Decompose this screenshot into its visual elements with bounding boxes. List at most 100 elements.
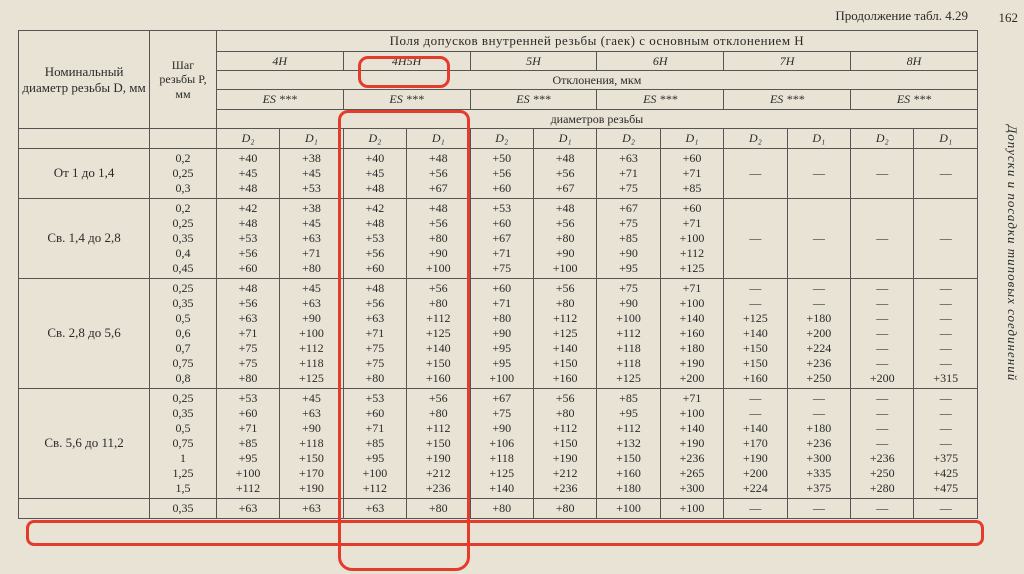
data-cell: +67+75+90+106+118+125+140 [470, 388, 533, 498]
hdr-es: ES *** [216, 90, 343, 109]
data-cell: +40+45+48 [216, 148, 279, 198]
data-cell: +80 [533, 498, 596, 518]
continuation-label: Продолжение табл. 4.29 [18, 8, 978, 24]
data-cell: +45+63+90+118+150+170+190 [280, 388, 343, 498]
data-cell: — [787, 148, 850, 198]
hdr-es: ES *** [851, 90, 978, 109]
data-cell: 0,250,350,50,60,70,750,8 [150, 278, 217, 388]
table-row: Св. 1,4 до 2,80,20,250,350,40,45+42+48+5… [19, 198, 978, 278]
data-cell: +45+63+90+100+112+118+125 [280, 278, 343, 388]
data-cell: +60+71+100+112+125 [660, 198, 723, 278]
data-cell: — [851, 498, 914, 518]
data-cell: — [851, 148, 914, 198]
data-cell: +48+56+63+71+75+75+80 [343, 278, 406, 388]
data-cell: ————+375+425+475 [914, 388, 978, 498]
hdr-blank [150, 129, 217, 148]
data-cell: 0,35 [150, 498, 217, 518]
data-cell: — [724, 148, 787, 198]
hdr-d1: D₁ [787, 129, 850, 148]
data-cell: +48+56+63+71+75+75+80 [216, 278, 279, 388]
data-cell: +80 [470, 498, 533, 518]
row-label: От 1 до 1,4 [19, 148, 150, 198]
data-cell: +71+100+140+190+236+265+300 [660, 388, 723, 498]
hdr-blank [19, 129, 150, 148]
data-cell: +85+95+112+132+150+160+180 [597, 388, 660, 498]
hdr-d2: D₂ [343, 129, 406, 148]
hdr-class: 8H [851, 51, 978, 70]
hdr-d1: D₁ [660, 129, 723, 148]
table-row: Св. 2,8 до 5,60,250,350,50,60,70,750,8+4… [19, 278, 978, 388]
data-cell: — [914, 198, 978, 278]
data-cell: +53+60+71+85+95+100+112 [343, 388, 406, 498]
data-cell: +80 [407, 498, 470, 518]
hdr-d2: D₂ [851, 129, 914, 148]
hdr-diams: диаметров резьбы [216, 109, 977, 128]
table-header: Номинальный диаметр резьбы D, мм Шаг рез… [19, 31, 978, 149]
data-cell: +71+100+140+160+180+190+200 [660, 278, 723, 388]
data-cell: +63+71+75 [597, 148, 660, 198]
data-cell: +60+71+85 [660, 148, 723, 198]
data-cell: +63 [343, 498, 406, 518]
hdr-deviations: Отклонения, мкм [216, 70, 977, 89]
side-caption: Допуски и посадки типовых соединений [1004, 125, 1020, 381]
data-cell: — [851, 198, 914, 278]
data-cell: 0,20,250,3 [150, 148, 217, 198]
data-cell: +100 [597, 498, 660, 518]
data-cell: +48+56+67 [407, 148, 470, 198]
data-cell: ——+180+236+300+335+375 [787, 388, 850, 498]
data-cell: +50+56+60 [470, 148, 533, 198]
page-content: Продолжение табл. 4.29 Номинальный диаме… [18, 8, 978, 519]
hdr-d1: D₁ [280, 129, 343, 148]
data-cell: +40+45+48 [343, 148, 406, 198]
data-cell: +63 [280, 498, 343, 518]
hdr-d1: D₁ [914, 129, 978, 148]
data-cell: ——————+200 [851, 278, 914, 388]
hdr-es: ES *** [470, 90, 597, 109]
row-label: Св. 2,8 до 5,6 [19, 278, 150, 388]
hdr-es: ES *** [343, 90, 470, 109]
data-cell: +42+48+53+56+60 [343, 198, 406, 278]
data-cell: ——+140+170+190+200+224 [724, 388, 787, 498]
data-cell: +38+45+53 [280, 148, 343, 198]
page-number: 162 [999, 10, 1019, 26]
data-cell: +53+60+67+71+75 [470, 198, 533, 278]
row-label: Св. 5,6 до 11,2 [19, 388, 150, 498]
hdr-pitch: Шаг резьбы P, мм [150, 31, 217, 129]
data-cell: — [787, 198, 850, 278]
hdr-class: 7H [724, 51, 851, 70]
data-cell: 0,250,350,50,7511,251,5 [150, 388, 217, 498]
tolerance-table: Номинальный диаметр резьбы D, мм Шаг рез… [18, 30, 978, 519]
data-cell: +67+75+85+90+95 [597, 198, 660, 278]
hdr-d2: D₂ [724, 129, 787, 148]
data-cell: +63 [216, 498, 279, 518]
hdr-es: ES *** [724, 90, 851, 109]
data-cell: ——+125+140+150+150+160 [724, 278, 787, 388]
table-row: От 1 до 1,40,20,250,3+40+45+48+38+45+53+… [19, 148, 978, 198]
data-cell: ——————+315 [914, 278, 978, 388]
hdr-d2: D₂ [470, 129, 533, 148]
data-cell: +56+80+112+125+140+150+160 [533, 278, 596, 388]
hdr-class: 4H5H [343, 51, 470, 70]
data-cell: — [914, 148, 978, 198]
hdr-d2: D₂ [216, 129, 279, 148]
data-cell: +48+56+80+90+100 [407, 198, 470, 278]
data-cell: — [724, 498, 787, 518]
data-cell: — [724, 198, 787, 278]
data-cell: +100 [660, 498, 723, 518]
data-cell: +38+45+63+71+80 [280, 198, 343, 278]
data-cell: +48+56+67 [533, 148, 596, 198]
hdr-d1: D₁ [533, 129, 596, 148]
data-cell: 0,20,250,350,40,45 [150, 198, 217, 278]
data-cell: ————+236+250+280 [851, 388, 914, 498]
hdr-d2: D₂ [597, 129, 660, 148]
highlight-row-1-25 [26, 520, 984, 546]
data-cell: — [914, 498, 978, 518]
table-row: Св. 5,6 до 11,20,250,350,50,7511,251,5 +5… [19, 388, 978, 498]
data-cell: +42+48+53+56+60 [216, 198, 279, 278]
data-cell: ——+180+200+224+236+250 [787, 278, 850, 388]
data-cell: +75+90+100+112+118+118+125 [597, 278, 660, 388]
table-body: От 1 до 1,40,20,250,3+40+45+48+38+45+53+… [19, 148, 978, 518]
hdr-class: 4H [216, 51, 343, 70]
hdr-d1: D₁ [407, 129, 470, 148]
data-cell: +60+71+80+90+95+95+100 [470, 278, 533, 388]
